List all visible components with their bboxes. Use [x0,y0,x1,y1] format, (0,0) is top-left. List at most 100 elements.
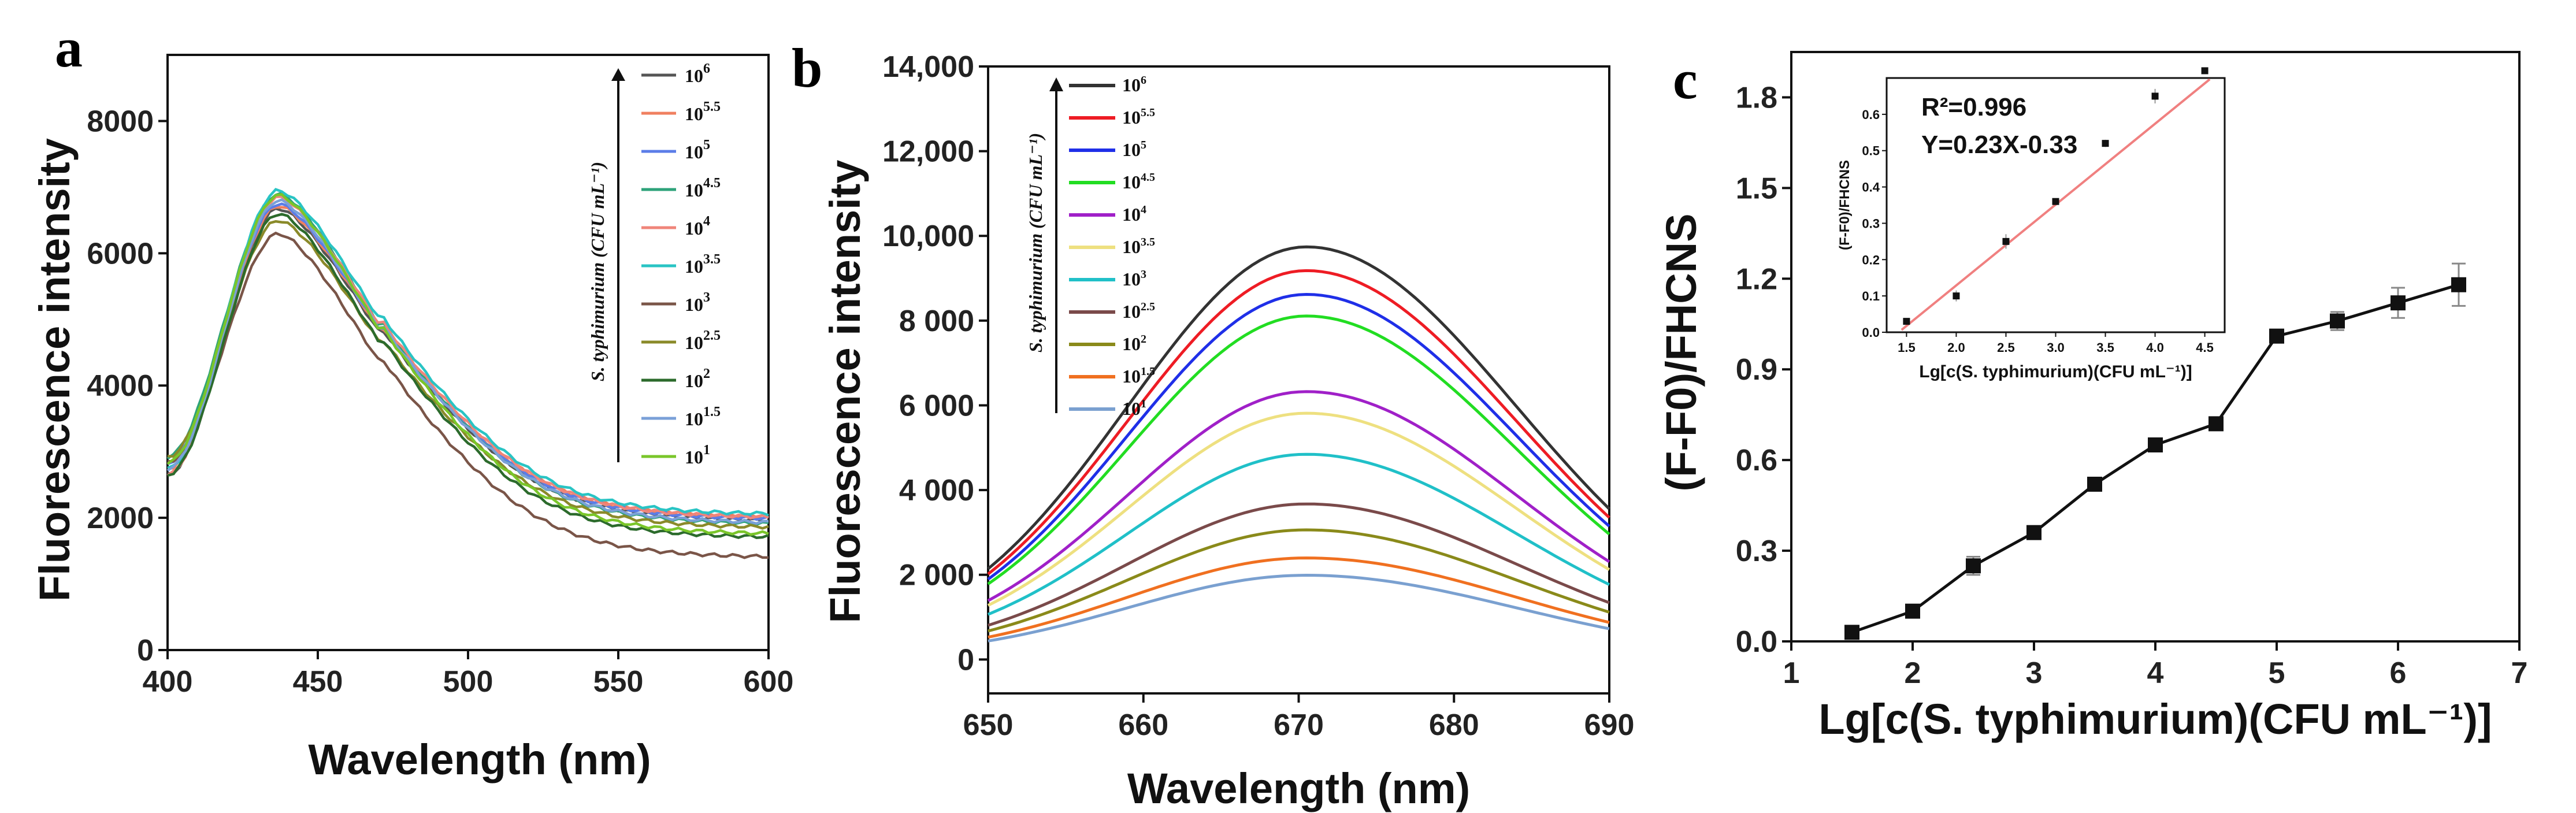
inset-y-tick-label: 0.4 [1862,180,1880,195]
legend-entry: 102.5 [685,328,721,353]
y-tick-label: 4 000 [899,474,974,507]
inset-y-tick-label: 0.2 [1862,253,1880,267]
y-tick-label: 14,000 [882,50,974,84]
panel-a-series-3.5 [167,188,769,517]
panel-a-x-axis-title: Wavelength (nm) [308,736,651,784]
x-tick-label: 1 [1783,656,1800,690]
y-tick-label: 2 000 [899,559,974,592]
x-tick-label: 660 [1118,708,1168,742]
panel-a-y-axis-title: Fluorescence intensity [31,138,79,602]
y-tick-label: 0 [957,643,974,677]
legend-entry: 103 [1122,268,1146,289]
legend-entry: 101.5 [685,404,721,429]
inset-frame [1885,77,2226,333]
panel-a-series-5 [167,202,769,521]
panel-a-series-1.5 [166,198,769,525]
inset-y-tick-label: 0.5 [1862,144,1880,158]
x-tick-label: 650 [963,708,1014,742]
data-point [2451,277,2466,292]
legend-entry: 102 [685,366,710,391]
x-tick-label: 550 [593,665,644,699]
x-tick-label: 680 [1429,708,1479,742]
data-point [2391,295,2406,311]
panel-a-legend-arrowhead [611,68,625,81]
panel-b-series-2.5 [988,502,1610,627]
y-tick-label: 0.0 [1736,625,1777,659]
y-tick-label: 1.8 [1736,81,1777,114]
legend-entry: 105 [1122,139,1146,160]
panel-a-series-3 [167,231,769,559]
inset-r-squared: R²=0.996 [1921,93,2026,121]
inset-y-axis-title: (F-F0)/FHCNS [1837,160,1853,250]
data-point [1966,558,1981,574]
legend-entry: 101 [1122,398,1146,419]
inset-x-tick-label: 1.5 [1898,340,1916,355]
legend-entry: 105.5 [685,99,721,124]
legend-entry: 104.5 [685,176,721,201]
data-point [1844,625,1859,640]
legend-entry: 102.5 [1122,300,1155,322]
panel-a-curves [166,188,769,559]
y-tick-label: 0.9 [1736,353,1777,387]
legend-entry: 106 [685,61,710,86]
panel-c-letter: c [1673,49,1698,110]
panel-a-series-2 [167,213,769,539]
x-tick-label: 6 [2390,656,2407,690]
x-tick-label: 500 [443,665,493,699]
inset-x-tick-label: 4.0 [2146,340,2164,355]
panel-b-x-axis-title: Wavelength (nm) [1127,764,1470,812]
inset-x-tick-label: 2.0 [1947,340,1965,355]
inset-equation: Y=0.23X-0.33 [1921,131,2077,159]
panel-b-legend: S. typhimurium (CFU mL⁻¹) 106 105.5 105 104.… [1025,74,1155,419]
y-tick-label: 2000 [87,502,154,535]
panel-b-series-3 [988,452,1610,616]
inset-x-tick-label: 3.5 [2096,340,2114,355]
y-tick-label: 1.2 [1736,262,1777,296]
panel-b-series-4 [987,390,1610,602]
y-tick-label: 12,000 [882,135,974,169]
panel-c-connecting-line [1851,283,2459,634]
legend-entry: 105 [685,138,710,162]
data-point [2208,416,2224,432]
inset-x-tick-label: 3.0 [2047,340,2065,355]
legend-entry: 103.5 [685,252,721,277]
panel-b-letter: b [792,37,822,99]
inset-y-tick-label: 0.0 [1862,325,1880,340]
panel-b-series-5.5 [987,269,1610,576]
inset-y-tick-label: 0.3 [1862,216,1880,231]
panel-b-legend-title: S. typhimurium (CFU mL⁻¹) [1025,133,1046,352]
inset-data-point [2102,140,2109,147]
panel-a-frame [166,54,770,651]
x-tick-label: 2 [1905,656,1921,690]
data-point [2148,437,2163,452]
x-tick-label: 5 [2269,656,2285,690]
panel-b-curves [987,245,1610,643]
panel-c-inset: 1.5 2.0 2.5 3.0 3.5 4.0 4.5 0.0 0.1 0.2 0.3 0.4 0.5 0… [1837,67,2226,381]
panel-c-x-axis-title: Lg[c(S. typhimurium)(CFU mL⁻¹)] [1818,695,2492,743]
inset-x-tick-label: 4.5 [2196,340,2214,355]
x-tick-label: 3 [2026,656,2043,690]
panel-b-series-5 [987,292,1610,581]
panel-b-series-4.5 [987,314,1610,585]
panel-c-y-axis-title: (F-F0)/FHCNS [1657,214,1705,492]
x-tick-label: 690 [1584,708,1635,742]
legend-entry: 105.5 [1122,106,1155,128]
inset-data-point [2151,92,2159,100]
inset-x-tick-label: 2.5 [1997,340,2015,355]
panel-b-axes: 650 660 670 680 690 0 2 000 4 000 6 000 8 000 10,0… [882,50,1634,742]
legend-entry: 104 [1122,203,1146,225]
x-tick-label: 4 [2147,656,2164,690]
data-point [2087,477,2102,492]
inset-data-point [1953,292,1960,300]
y-tick-label: 0 [137,634,154,667]
x-tick-label: 400 [143,665,193,699]
inset-x-axis-title: Lg[c(S. typhimurium)(CFU mL⁻¹)] [1919,362,2192,381]
y-tick-label: 10,000 [882,220,974,253]
legend-entry: 104 [685,214,710,239]
y-tick-label: 4000 [87,369,154,403]
panel-a-series-1 [166,193,769,536]
y-tick-label: 8000 [87,105,154,138]
legend-entry: 104.5 [1122,171,1155,192]
x-tick-label: 450 [293,665,343,699]
